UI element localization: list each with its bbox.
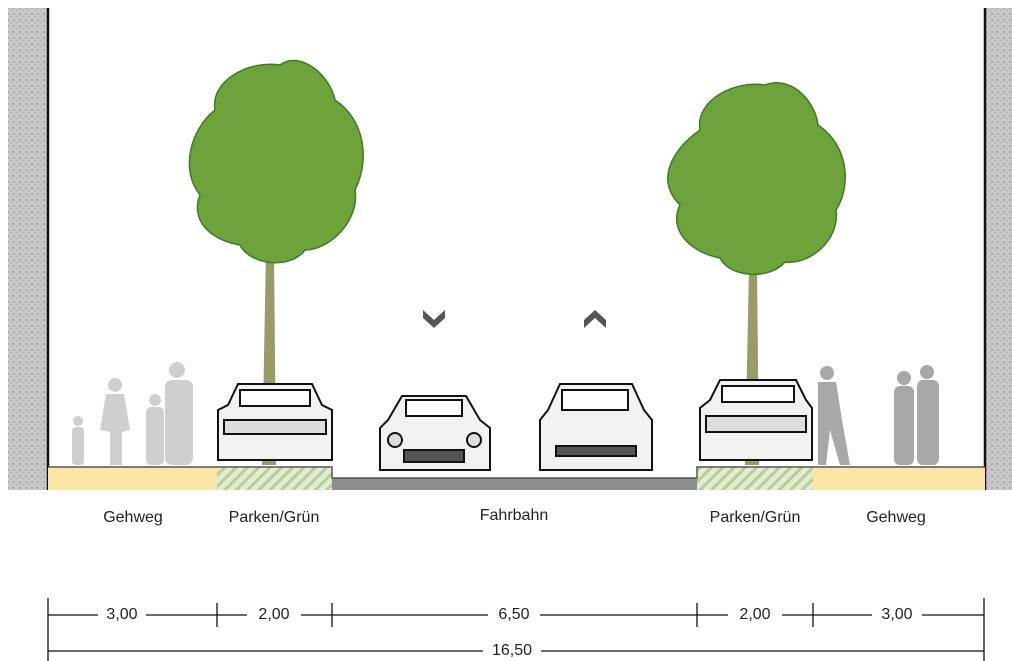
dimension-label: 3,00 <box>881 606 912 623</box>
pedestrian <box>894 371 914 465</box>
section-label: Gehweg <box>103 509 163 526</box>
pedestrian <box>165 362 193 465</box>
roadway <box>332 478 697 490</box>
total-label: 16,50 <box>492 642 532 659</box>
pedestrian <box>917 365 939 465</box>
car <box>539 383 653 471</box>
wall <box>985 8 1012 490</box>
pedestrian <box>146 394 164 465</box>
wall <box>8 8 48 490</box>
dimension-label: 3,00 <box>106 606 137 623</box>
parking-green <box>217 467 332 490</box>
pedestrian <box>72 416 84 465</box>
car <box>379 395 491 471</box>
direction-arrow <box>584 310 606 328</box>
section-label: Parken/Grün <box>710 509 801 526</box>
section-label: Fahrbahn <box>480 507 549 524</box>
dimension-label: 6,50 <box>498 606 529 623</box>
pedestrian <box>100 378 130 465</box>
parking-green <box>697 467 813 490</box>
section-label: Parken/Grün <box>229 509 320 526</box>
curb-line <box>48 466 985 479</box>
dimension-label: 2,00 <box>258 606 289 623</box>
section-label: Gehweg <box>866 509 926 526</box>
label-backgrounds <box>98 605 922 661</box>
dimension-label: 2,00 <box>739 606 770 623</box>
car <box>217 383 333 461</box>
sidewalk <box>48 467 217 490</box>
pedestrian <box>818 366 850 465</box>
car <box>699 379 813 461</box>
direction-arrow <box>423 310 445 328</box>
sidewalk <box>813 467 985 490</box>
